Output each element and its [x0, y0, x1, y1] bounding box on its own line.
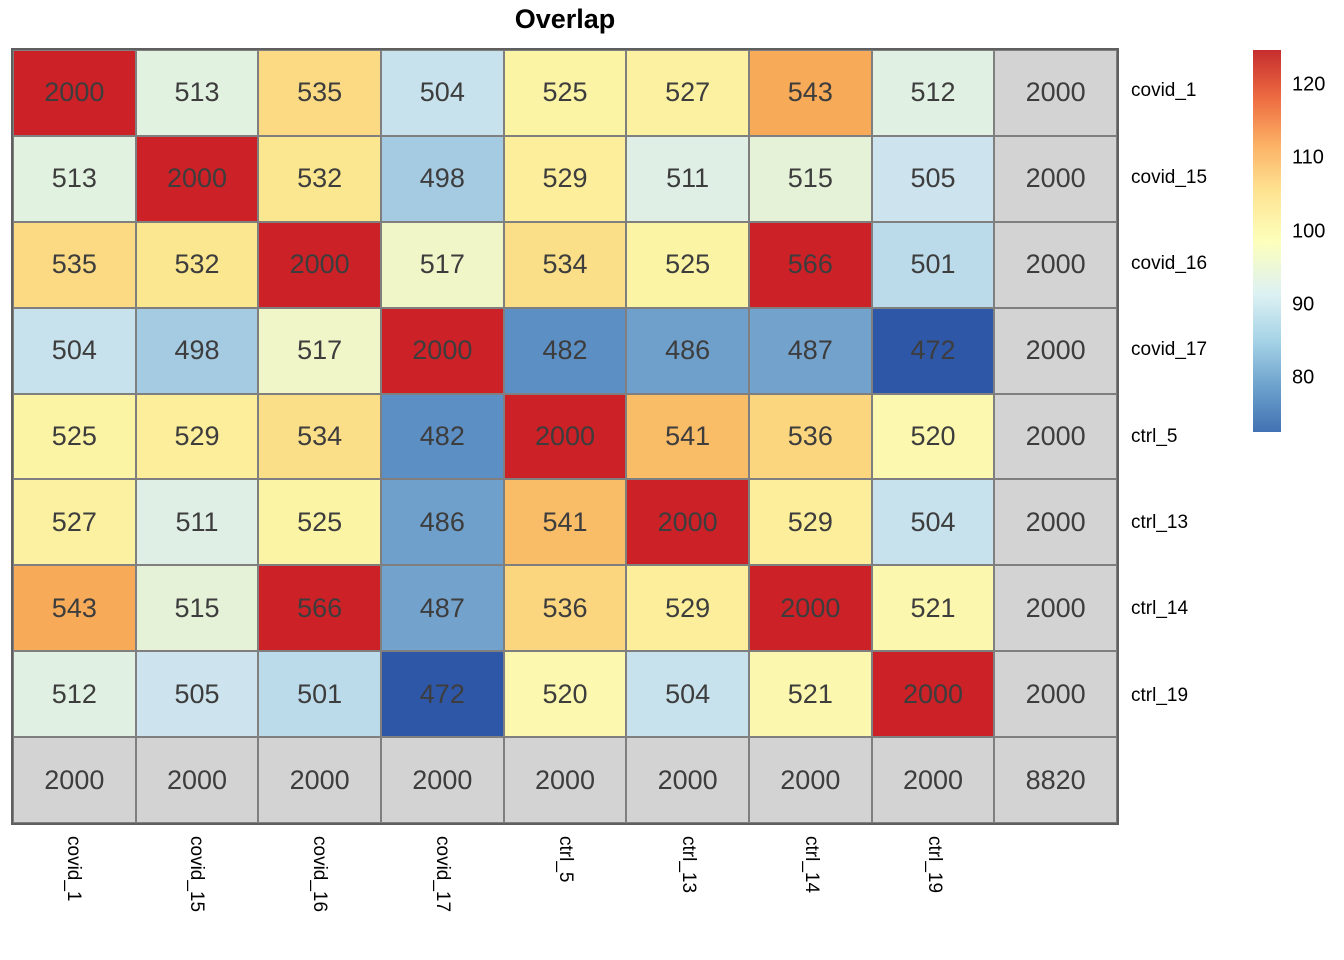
heatmap-cell: 529 [135, 393, 259, 480]
heatmap-cell: 504 [380, 50, 504, 136]
heatmap-cell: 487 [380, 565, 504, 652]
row-label: covid_15 [1131, 166, 1208, 188]
heatmap-cell: 504 [871, 479, 995, 566]
heatmap-cell: 487 [748, 307, 872, 394]
heatmap-cell: 2000 [871, 737, 995, 823]
heatmap-grid: 2000 513 535 504 525 527 543 512 2000 513 2000 532 4… [11, 48, 1119, 825]
heatmap-cell: 2000 [380, 307, 504, 394]
chart-title: Overlap [514, 4, 616, 34]
heatmap-cell: 536 [748, 393, 872, 480]
heatmap-cell: 541 [626, 393, 749, 480]
heatmap-cell: 529 [626, 565, 749, 652]
heatmap-cell: 505 [135, 651, 259, 738]
heatmap-cell: 504 [626, 651, 749, 738]
heatmap-cell: 2000 [13, 737, 136, 823]
heatmap-cell: 2000 [748, 565, 872, 652]
heatmap-cell: 2000 [135, 135, 259, 222]
heatmap-cell: 472 [871, 307, 995, 394]
heatmap-cell: 534 [258, 393, 381, 480]
heatmap-cell: 511 [626, 135, 749, 222]
heatmap-cell: 512 [871, 50, 995, 136]
row-label: ctrl_13 [1131, 511, 1189, 533]
colorbar-tick-label: 110 [1292, 146, 1324, 169]
heatmap-cell: 527 [13, 479, 136, 566]
heatmap-cell: 525 [503, 50, 627, 136]
heatmap-cell: 8820 [994, 737, 1117, 823]
heatmap-cell: 2000 [258, 737, 381, 823]
heatmap-cell: 2000 [994, 221, 1117, 308]
heatmap-cell: 2000 [503, 393, 627, 480]
heatmap-cell: 2000 [503, 737, 627, 823]
heatmap-cell: 529 [748, 479, 872, 566]
heatmap-cell: 517 [380, 221, 504, 308]
heatmap-cell: 532 [258, 135, 381, 222]
heatmap-cell: 498 [135, 307, 259, 394]
heatmap-cell: 535 [258, 50, 381, 136]
heatmap-cell: 517 [258, 307, 381, 394]
heatmap-cell: 527 [626, 50, 749, 136]
heatmap-cell: 515 [135, 565, 259, 652]
heatmap-cell: 525 [258, 479, 381, 566]
row-label: covid_1 [1131, 80, 1197, 102]
heatmap-cell: 535 [13, 221, 136, 308]
heatmap-cell: 520 [503, 651, 627, 738]
colorbar-tick-label: 90 [1292, 293, 1315, 316]
heatmap-cell: 482 [380, 393, 504, 480]
heatmap-cell: 511 [135, 479, 259, 566]
heatmap-cell: 536 [503, 565, 627, 652]
heatmap-cell: 486 [380, 479, 504, 566]
row-label: covid_16 [1131, 252, 1208, 274]
heatmap-cell: 504 [13, 307, 136, 394]
heatmap-cell: 515 [748, 135, 872, 222]
heatmap-cell: 2000 [626, 479, 749, 566]
heatmap-cell: 520 [871, 393, 995, 480]
heatmap-cell: 521 [748, 651, 872, 738]
heatmap-cell: 2000 [258, 221, 381, 308]
heatmap-cell: 486 [626, 307, 749, 394]
heatmap-cell: 2000 [994, 565, 1117, 652]
heatmap-cell: 541 [503, 479, 627, 566]
heatmap-cell: 529 [503, 135, 627, 222]
heatmap-cell: 566 [258, 565, 381, 652]
heatmap-cell: 513 [135, 50, 259, 136]
row-label: ctrl_19 [1131, 684, 1189, 706]
heatmap-cell: 521 [871, 565, 995, 652]
heatmap-cell: 512 [13, 651, 136, 738]
colorbar-tick-label: 100 [1292, 220, 1326, 242]
row-label: ctrl_14 [1131, 598, 1189, 620]
heatmap-cell: 2000 [380, 737, 504, 823]
heatmap-cell: 2000 [994, 479, 1117, 566]
colorbar-tick-label: 120 [1292, 73, 1326, 96]
heatmap-cell: 505 [871, 135, 995, 222]
heatmap-cell: 525 [13, 393, 136, 480]
heatmap-cell: 2000 [13, 50, 136, 136]
heatmap-cell: 2000 [994, 393, 1117, 480]
row-label: ctrl_5 [1131, 425, 1178, 447]
heatmap-cell: 566 [748, 221, 872, 308]
heatmap-cell: 543 [748, 50, 872, 136]
heatmap-cell: 543 [13, 565, 136, 652]
heatmap-cell: 2000 [994, 651, 1117, 738]
heatmap-cell: 513 [13, 135, 136, 222]
heatmap-cell: 501 [258, 651, 381, 738]
heatmap-cell: 2000 [994, 135, 1117, 222]
heatmap-cell: 2000 [994, 50, 1117, 136]
heatmap-cell: 482 [503, 307, 627, 394]
colorbar-tick-label: 80 [1292, 366, 1315, 389]
heatmap-cell: 534 [503, 221, 627, 308]
heatmap-cell: 2000 [626, 737, 749, 823]
heatmap-cell: 525 [626, 221, 749, 308]
row-label: covid_17 [1131, 339, 1208, 361]
heatmap-cell: 498 [380, 135, 504, 222]
heatmap-cell: 2000 [871, 651, 995, 738]
heatmap-cell: 2000 [994, 307, 1117, 394]
heatmap-cell: 2000 [748, 737, 872, 823]
heatmap-cell: 532 [135, 221, 259, 308]
colorbar-gradient [1253, 50, 1281, 432]
heatmap-cell: 501 [871, 221, 995, 308]
heatmap-cell: 472 [380, 651, 504, 738]
heatmap-cell: 2000 [135, 737, 259, 823]
